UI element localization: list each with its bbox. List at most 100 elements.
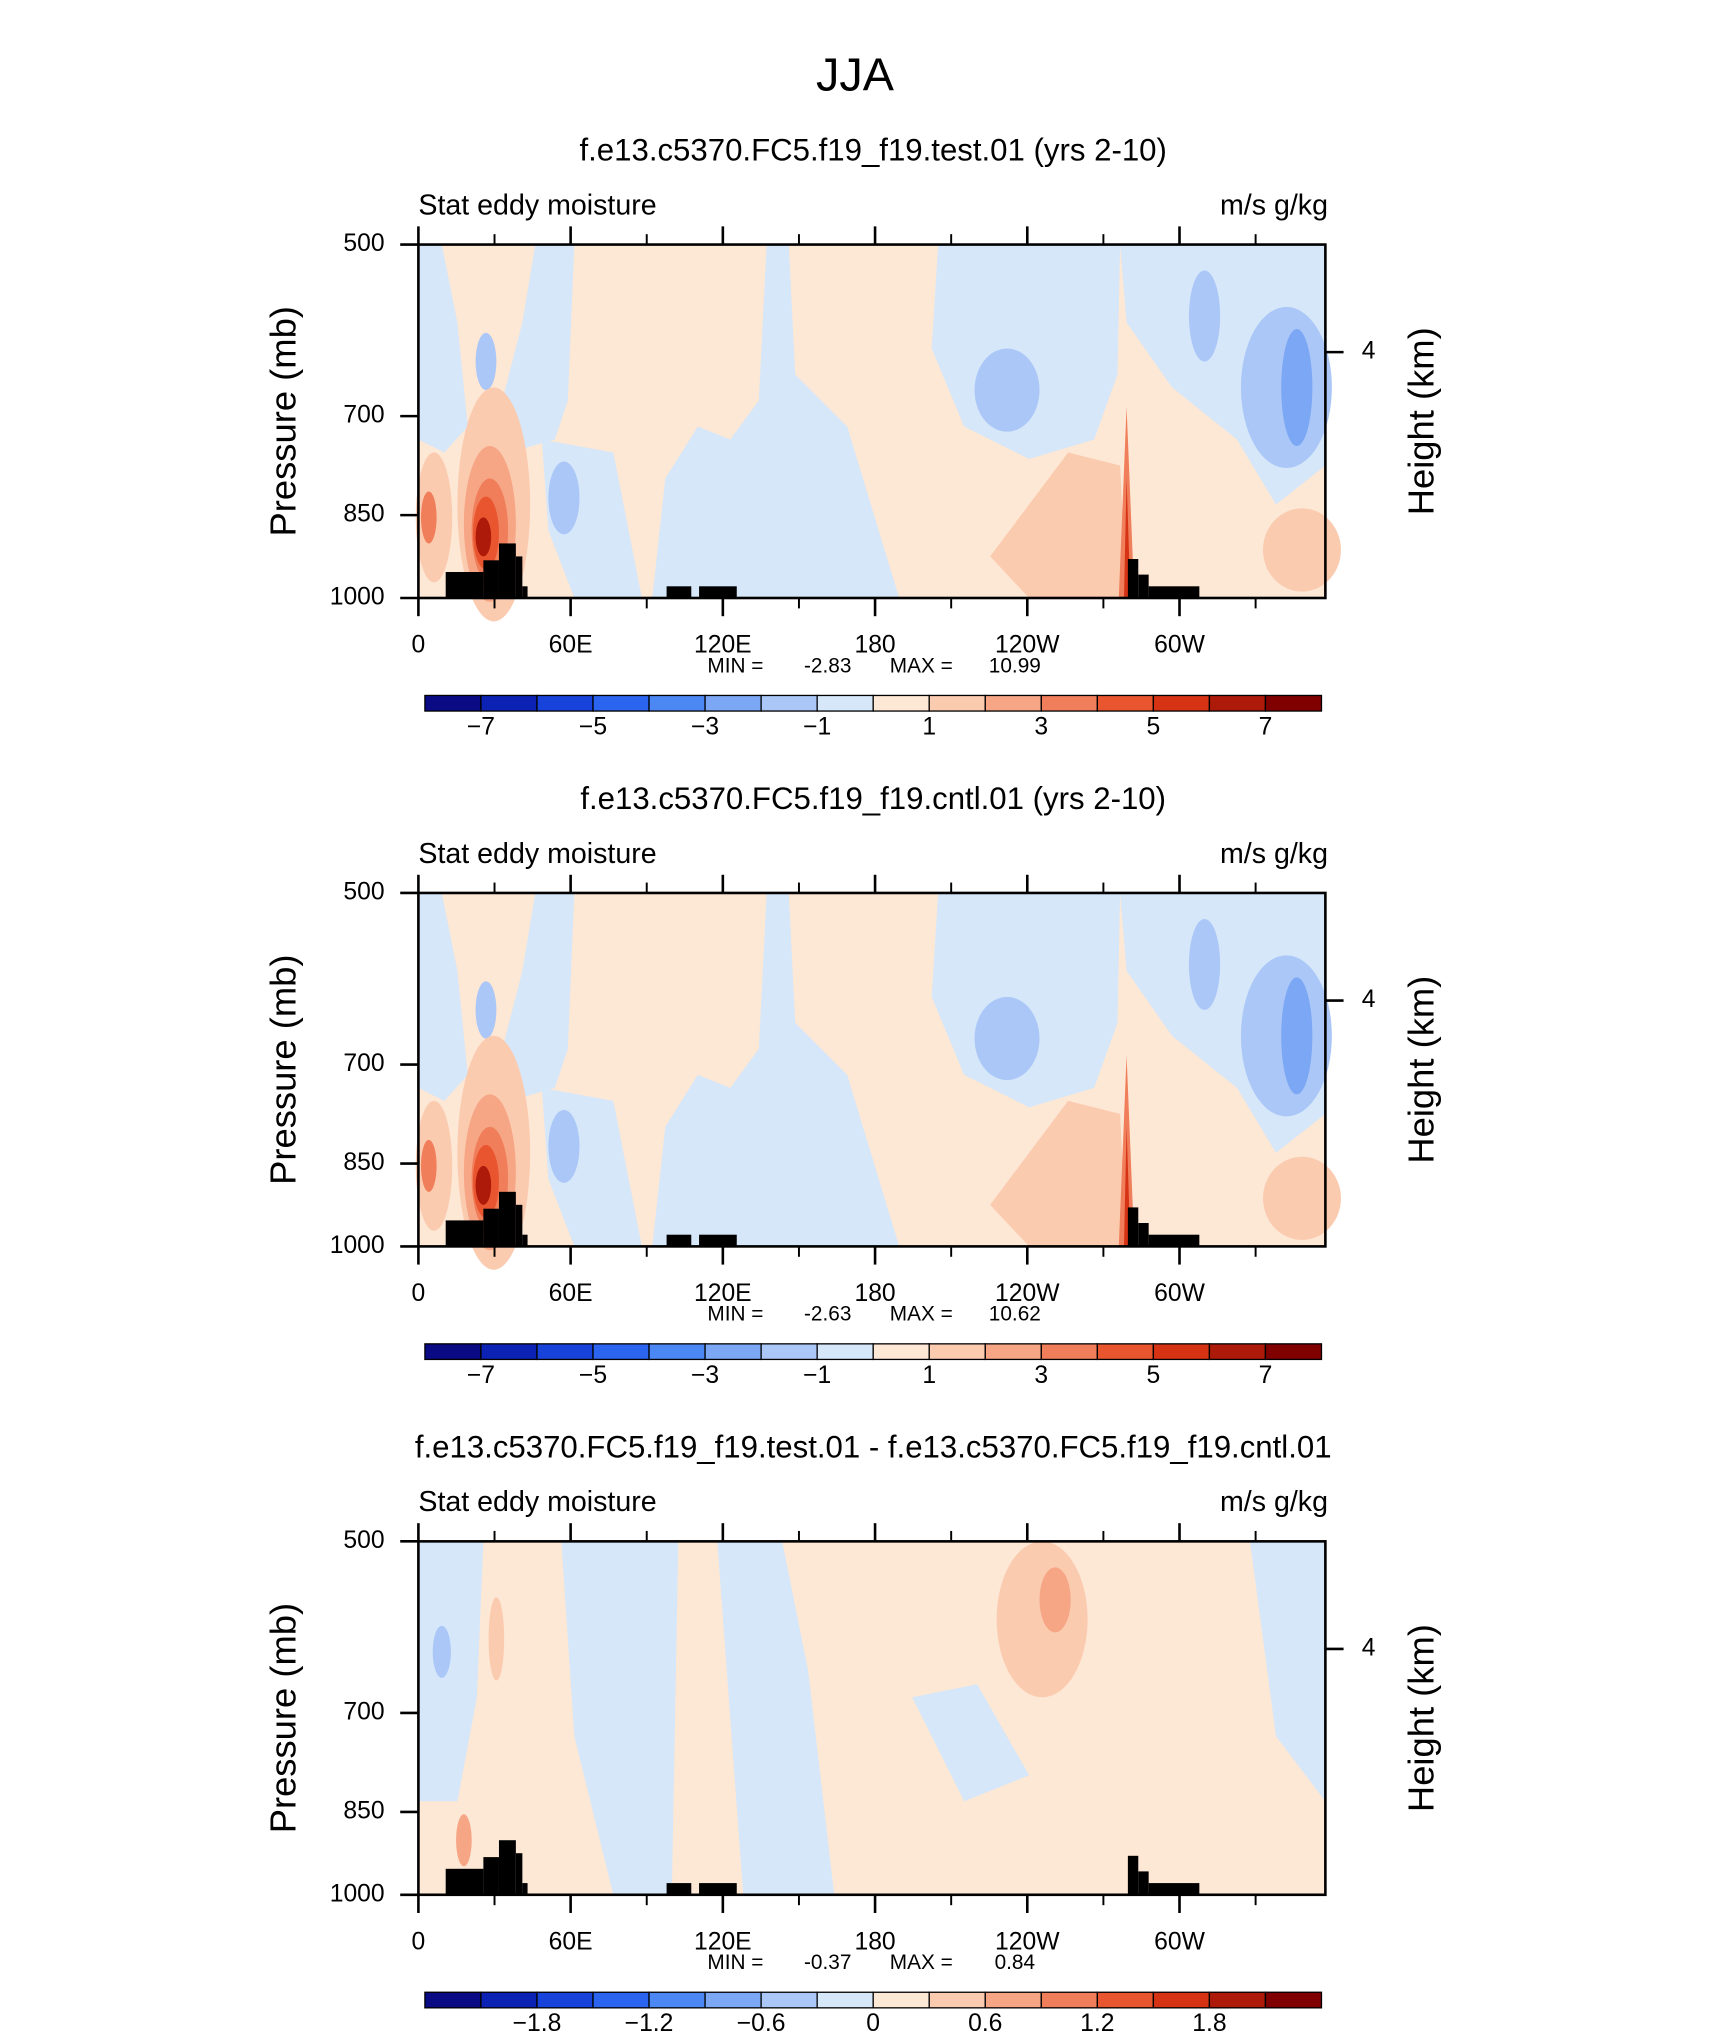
colorbar-label: 5 [1147,713,1161,740]
y-axis-label: Pressure (mb) [262,1603,303,1833]
colorbar-label: −3 [691,713,719,740]
colorbar-box [760,1343,818,1361]
colorbar-box [1152,1991,1211,2009]
colorbar-box [1096,1991,1155,2009]
colorbar-box [1152,1343,1211,1361]
colorbar-label: 1.8 [1192,2010,1226,2037]
colorbar-label: 1 [922,713,936,740]
x-tick-label: 180 [854,1280,895,1307]
colorbar-box [1208,1343,1267,1361]
topography [445,543,1200,1895]
right-label: m/s g/kg [1220,189,1328,221]
y-tick-label: 1000 [330,1880,385,1907]
colorbar-box [872,694,930,712]
colorbar-box [816,1991,874,2009]
colorbar-box [928,1343,986,1361]
colorbar-box [760,1991,818,2009]
colorbar-box [1264,1991,1323,2009]
figure-title: JJA [816,49,895,101]
colorbar-box [480,1991,538,2009]
colorbar-box [1264,694,1323,712]
colorbar-box [480,1343,538,1361]
y2-tick-label: 4 [1362,338,1376,365]
colorbar-box [1040,1343,1098,1361]
x-tick-label: 60W [1154,1928,1205,1955]
colorbar-box [592,1343,650,1361]
x-tick-label: 120E [694,1280,752,1307]
colorbar-box [984,1343,1042,1361]
panel-title: f.e13.c5370.FC5.f19_f19.cntl.01 (yrs 2-1… [580,781,1166,816]
colorbar-label: 3 [1034,713,1048,740]
colorbar-box [1264,1343,1323,1361]
colorbar-label: −5 [579,1362,607,1389]
y2-tick-label: 4 [1362,986,1376,1013]
y-tick-label: 1000 [330,584,385,611]
max-value: 10.62 [989,1303,1041,1326]
min-value: -2.63 [804,1303,851,1326]
plot-frame [417,1540,1327,1897]
min-label: MIN = [707,1951,763,1974]
y-tick-label: 700 [343,1698,384,1725]
max-value: 0.84 [995,1951,1035,1974]
y-tick-label: 850 [343,501,384,528]
y2-axis-label: Height (km) [1401,327,1442,515]
colorbar-box [1096,1343,1155,1361]
panel-title: f.e13.c5370.FC5.f19_f19.test.01 (yrs 2-1… [579,133,1166,168]
colorbar-label: 0.6 [968,2010,1002,2037]
colorbar-label: −1 [803,713,831,740]
colorbar-label: −3 [691,1362,719,1389]
y-tick-label: 500 [343,230,384,257]
y-tick-label: 1000 [330,1232,385,1259]
colorbar-box [536,694,594,712]
contour-field [415,244,1341,622]
left-label: Stat eddy moisture [418,838,656,870]
colorbar-box [704,1991,762,2009]
colorbar-box [536,1991,594,2009]
colorbar-box [984,1991,1042,2009]
x-tick-label: 0 [412,632,426,659]
contour-field [415,892,1341,1270]
colorbar-label: 5 [1147,1362,1161,1389]
colorbar-label: 1.2 [1080,2010,1114,2037]
colorbar-box [984,694,1042,712]
x-tick-label: 60W [1154,1280,1205,1307]
y2-axis-label: Height (km) [1401,1624,1442,1812]
colorbar-box [1096,694,1155,712]
colorbar-box [760,694,818,712]
colorbar-box [816,1343,874,1361]
colorbar-label: 7 [1259,1362,1273,1389]
max-label: MAX = [890,1303,953,1326]
colorbar-label: −0.6 [737,2010,786,2037]
colorbar-box [872,1991,930,2009]
colorbar-label: 3 [1034,1362,1048,1389]
colorbar-box [648,1343,706,1361]
panel-title: f.e13.c5370.FC5.f19_f19.test.01 - f.e13.… [415,1429,1332,1464]
colorbar-box [872,1343,930,1361]
colorbar-box [704,694,762,712]
colorbar-label: −1 [803,1362,831,1389]
plot-frame [417,891,1327,1248]
colorbar-box [1208,694,1267,712]
right-label: m/s g/kg [1220,838,1328,870]
right-label: m/s g/kg [1220,1486,1328,1518]
colorbar-box [928,1991,986,2009]
x-tick-label: 180 [854,632,895,659]
y-axis-label: Pressure (mb) [262,954,303,1184]
y-tick-label: 850 [343,1149,384,1176]
colorbar-label: −7 [467,713,495,740]
y2-axis-label: Height (km) [1401,976,1442,1164]
y-tick-label: 500 [343,878,384,905]
colorbar-box [424,1343,482,1361]
colorbar-label: −1.8 [513,2010,562,2037]
y-tick-label: 500 [343,1527,384,1554]
colorbar-box [424,1991,482,2009]
max-label: MAX = [890,654,953,677]
colorbar-label: −5 [579,713,607,740]
colorbar-box [536,1343,594,1361]
max-label: MAX = [890,1951,953,1974]
colorbar-box [424,694,482,712]
x-tick-label: 0 [412,1928,426,1955]
x-tick-label: 120W [995,1928,1060,1955]
x-tick-label: 120W [995,1280,1060,1307]
